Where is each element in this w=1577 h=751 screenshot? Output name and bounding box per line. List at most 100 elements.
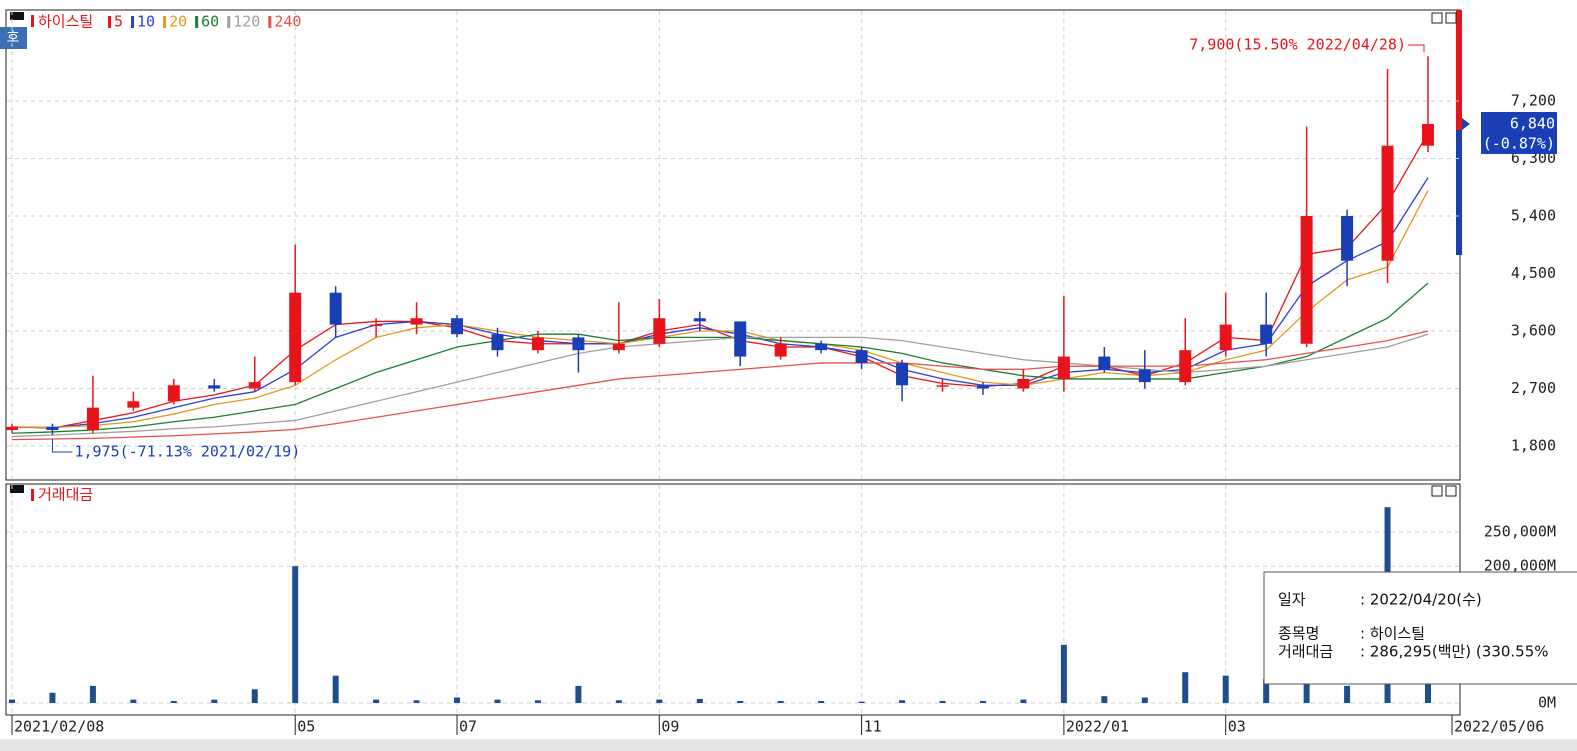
tooltip-label: 일자 — [1278, 591, 1306, 609]
candle-body — [127, 401, 140, 408]
candle-body — [936, 385, 949, 387]
volume-bar — [575, 685, 582, 703]
volume-bar — [1263, 679, 1270, 703]
candle-body — [653, 318, 666, 344]
candle-body — [1381, 145, 1394, 261]
candle-body — [248, 382, 261, 389]
volume-bar — [858, 701, 865, 703]
volume-bar — [9, 699, 15, 703]
candle-body — [491, 334, 504, 351]
volume-bar — [534, 700, 541, 703]
volume-bar — [1141, 697, 1148, 703]
candle-body — [6, 426, 18, 431]
volume-bar — [737, 700, 744, 703]
range-bar-up — [1456, 10, 1462, 130]
icon — [10, 485, 24, 493]
volume-bar — [130, 699, 137, 703]
button[interactable] — [1445, 485, 1457, 497]
candle-body — [815, 343, 828, 351]
candle-body — [451, 318, 464, 335]
x-tick-label: 2021/02/08 — [14, 718, 104, 736]
candle-body — [1219, 324, 1232, 351]
ma-line — [11, 330, 1429, 441]
candle-body — [531, 337, 544, 351]
candle-body — [1057, 356, 1070, 379]
volume-bar — [292, 566, 299, 703]
ma-line — [11, 190, 1429, 429]
volume-title: 거래대금 — [38, 486, 93, 504]
candle-body — [693, 318, 706, 322]
legend-swatch — [108, 16, 111, 28]
y-tick-label: 4,500 — [1511, 264, 1556, 282]
button[interactable] — [1431, 12, 1443, 24]
volume-bar — [979, 700, 986, 703]
candle-body — [1422, 123, 1434, 146]
legend-swatch — [163, 16, 167, 28]
volume-bar — [1182, 672, 1189, 703]
volume-bar — [1222, 675, 1229, 703]
ma-line — [11, 333, 1429, 438]
candle-body — [1179, 350, 1192, 383]
x-tick-label: 07 — [459, 718, 477, 736]
volume-bar — [1344, 685, 1351, 703]
button[interactable] — [1445, 12, 1457, 24]
candle-body — [86, 407, 99, 431]
volume-bar — [413, 700, 420, 703]
volume-bar — [899, 700, 906, 703]
y-tick-label: 200,000M — [1484, 557, 1556, 575]
volume-bar — [49, 692, 56, 703]
x-tick-label: 2022/01 — [1066, 718, 1129, 736]
toolbar — [0, 739, 1577, 751]
candle-body — [410, 318, 423, 325]
candle-body — [1341, 215, 1354, 261]
candle-body — [896, 362, 909, 386]
annotation-arrow — [1408, 44, 1425, 53]
x-tick-label: 2022/05/06 — [1454, 718, 1544, 736]
y-tick-label: 7,200 — [1511, 91, 1556, 109]
ma-line — [11, 282, 1429, 434]
candle-body — [855, 350, 868, 363]
candle-body — [167, 385, 180, 402]
y-tick-label: 1,800 — [1511, 437, 1556, 455]
panel-buttons[interactable] — [1431, 12, 1457, 497]
volume-bar — [494, 699, 501, 703]
range-bar-down — [1456, 130, 1462, 255]
x-tick-label: 03 — [1228, 718, 1246, 736]
tooltip-value: : 하이스틸 — [1360, 625, 1425, 643]
x-tick-label: 05 — [297, 718, 315, 736]
candle-body — [208, 385, 221, 389]
y-tick-label: 5,400 — [1511, 206, 1556, 224]
button[interactable] — [1431, 485, 1443, 497]
annotation: 1,975(-71.13% 2021/02/19) — [74, 443, 300, 461]
candle-body — [734, 321, 747, 357]
candle-body — [329, 292, 342, 325]
y-tick-label: 0M — [1538, 693, 1556, 711]
candle-body — [572, 337, 585, 351]
volume-bar — [696, 698, 703, 703]
candle-body — [289, 292, 302, 383]
legend-label: 20 — [169, 13, 187, 31]
annotation: 7,900(15.50% 2022/04/28) — [1189, 36, 1406, 54]
volume-bar — [656, 699, 663, 703]
volume-bar — [1060, 644, 1067, 703]
volume-bar — [1101, 696, 1108, 703]
annotation-arrow — [51, 438, 73, 453]
volume-bar — [1020, 699, 1027, 703]
candle-body — [1017, 378, 1030, 389]
x-tick-label: 11 — [864, 718, 882, 736]
y-tick-label: 3,600 — [1511, 322, 1556, 340]
tooltip-value: : 2022/04/20(수) — [1360, 591, 1482, 609]
legend-label: 60 — [201, 13, 219, 31]
volume-bar — [939, 700, 946, 703]
legend-label: 10 — [137, 13, 155, 31]
tooltip-value: : 286,295(백만) (330.55% — [1360, 643, 1549, 661]
volume-bar — [454, 697, 461, 703]
last-marker — [1462, 117, 1470, 130]
x-tick-label: 09 — [661, 718, 679, 736]
candle-body — [1098, 356, 1111, 370]
last-box — [1481, 111, 1557, 154]
title-marker — [31, 489, 34, 501]
chart-title: 하이스틸 — [38, 13, 93, 31]
legend-swatch — [227, 16, 231, 28]
